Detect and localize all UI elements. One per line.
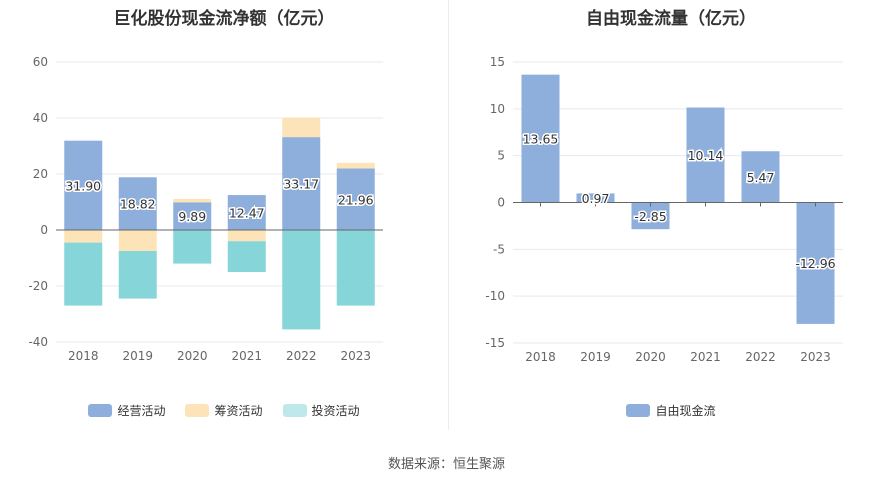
y-tick-label: 0 xyxy=(497,196,505,210)
bar xyxy=(686,107,725,203)
y-tick-label: -15 xyxy=(485,336,505,350)
data-label: -12.96 xyxy=(795,256,835,271)
data-label: 18.82 xyxy=(120,197,156,212)
bar xyxy=(64,230,103,243)
x-tick-label: 2018 xyxy=(525,350,556,364)
bar xyxy=(118,230,157,251)
x-tick-label: 2018 xyxy=(68,349,99,363)
bar xyxy=(64,140,103,230)
y-tick-label: -40 xyxy=(28,335,48,349)
bar xyxy=(173,198,212,203)
bar xyxy=(227,241,266,272)
y-tick-label: 40 xyxy=(33,111,48,125)
y-tick-label: 0 xyxy=(40,223,48,237)
x-tick-label: 2019 xyxy=(580,350,611,364)
y-tick-label: 20 xyxy=(33,167,48,181)
x-tick-label: 2022 xyxy=(745,350,776,364)
data-label: 21.96 xyxy=(338,192,374,207)
data-label: 13.65 xyxy=(523,132,559,147)
legend-label: 投资活动 xyxy=(311,404,360,418)
data-label: 0.97 xyxy=(582,191,610,206)
data-label: -2.85 xyxy=(634,209,666,224)
bar xyxy=(282,137,321,230)
x-tick-label: 2023 xyxy=(340,349,371,363)
chart-legend: 经营活动 筹资活动 投资活动 xyxy=(0,402,448,419)
legend-label: 筹资活动 xyxy=(214,404,263,418)
bar xyxy=(64,242,103,306)
bar xyxy=(336,230,375,306)
legend-item-financing[interactable]: 筹资活动 xyxy=(185,402,263,419)
cashflow-chart-panel: 巨化股份现金流净额（亿元） -40 -20 0 20 40 60 2018 2019 2020 2… xyxy=(0,0,448,430)
y-tick-label: -20 xyxy=(28,279,48,293)
y-tick-label: 60 xyxy=(33,55,48,69)
y-tick-label: 5 xyxy=(497,149,505,163)
bar xyxy=(282,230,321,330)
data-label: 10.14 xyxy=(688,148,724,163)
data-label: 33.17 xyxy=(283,177,319,192)
y-tick-label: 15 xyxy=(490,55,505,69)
y-tick-label: -5 xyxy=(493,242,505,256)
panel-divider xyxy=(448,0,449,430)
legend-swatch xyxy=(88,404,113,417)
bar xyxy=(173,202,212,230)
bar xyxy=(796,202,835,324)
legend-item-investing[interactable]: 投资活动 xyxy=(282,402,360,419)
bar xyxy=(227,230,266,242)
legend-swatch xyxy=(185,404,210,417)
x-tick-label: 2021 xyxy=(231,349,262,363)
legend-item-free-cashflow[interactable]: 自由现金流 xyxy=(626,402,716,419)
bar xyxy=(173,230,212,264)
bar xyxy=(631,202,670,230)
legend-swatch xyxy=(626,404,651,417)
legend-label: 自由现金流 xyxy=(655,404,716,418)
legend-label: 经营活动 xyxy=(117,404,166,418)
bar xyxy=(521,74,560,203)
bar xyxy=(118,251,157,299)
bar xyxy=(118,177,157,230)
x-tick-label: 2023 xyxy=(800,350,831,364)
bar xyxy=(336,162,375,169)
x-tick-label: 2022 xyxy=(286,349,317,363)
y-tick-label: -10 xyxy=(485,289,505,303)
bar xyxy=(227,195,266,230)
x-tick-label: 2020 xyxy=(177,349,208,363)
cashflow-chart-plot: -40 -20 0 20 40 60 2018 2019 2020 2021 2022 2023 31.… xyxy=(28,55,383,363)
bar xyxy=(282,117,321,138)
chart-title: 自由现金流量（亿元） xyxy=(586,9,756,29)
chart-legend: 自由现金流 xyxy=(449,402,893,419)
x-tick-label: 2021 xyxy=(690,350,721,364)
bar xyxy=(336,168,375,230)
x-tick-label: 2020 xyxy=(635,350,666,364)
chart-title: 巨化股份现金流净额（亿元） xyxy=(113,9,335,29)
data-label: 9.89 xyxy=(178,209,206,224)
data-source-note: 数据来源：恒生聚源 xyxy=(387,457,505,472)
bar xyxy=(576,193,615,203)
data-label: 12.47 xyxy=(229,206,265,221)
x-tick-label: 2019 xyxy=(122,349,153,363)
legend-swatch xyxy=(282,404,307,417)
y-tick-label: 10 xyxy=(490,102,505,116)
free-cashflow-chart-plot: -15 -10 -5 0 5 10 15 2018 2019 2020 2021 2022 2023 13… xyxy=(485,55,843,364)
data-label: 5.47 xyxy=(747,170,775,185)
data-label: 31.90 xyxy=(65,178,101,193)
bar xyxy=(741,151,780,203)
legend-item-operating[interactable]: 经营活动 xyxy=(88,402,165,419)
free-cashflow-chart-panel: 自由现金流量（亿元） -15 -10 -5 0 5 10 15 2018 2019 2020 202… xyxy=(449,0,893,430)
